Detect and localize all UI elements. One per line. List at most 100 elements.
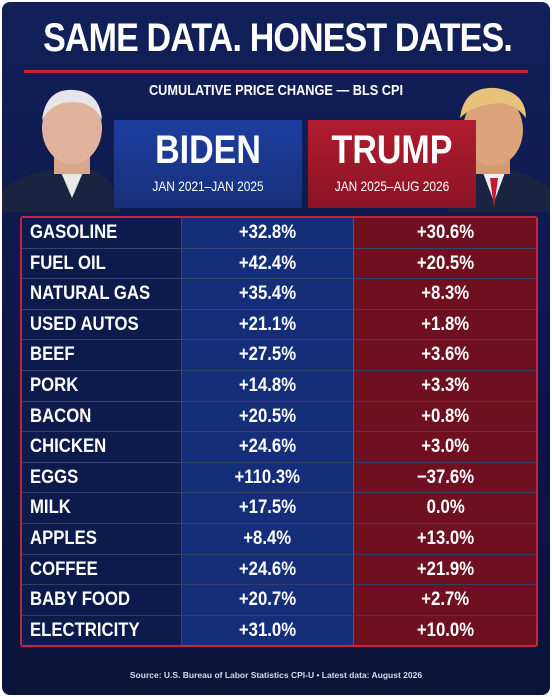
biden-value: +35.4% xyxy=(238,283,297,305)
table-cell: +32.8% xyxy=(181,218,355,248)
table-cell: −37.6% xyxy=(354,462,536,493)
data-table: GASOLINE +32.8% +30.6% FUEL OIL +42.4% +20.5%… xyxy=(20,216,538,648)
table-cell: FUEL OIL xyxy=(22,248,182,279)
table-cell: +24.6% xyxy=(181,432,355,462)
item-label: BACON xyxy=(30,405,92,427)
table-cell: USED AUTOS xyxy=(22,309,182,340)
table-row: MILK +17.5% 0.0% xyxy=(22,493,536,524)
table-cell: +20.5% xyxy=(354,248,536,279)
table-cell: +14.8% xyxy=(181,370,355,401)
item-label: COFFEE xyxy=(30,558,98,580)
item-label: BEEF xyxy=(30,344,75,366)
table-cell: +42.4% xyxy=(181,248,355,279)
table-cell: BEEF xyxy=(22,340,182,370)
trump-value: +10.0% xyxy=(416,619,474,641)
left-portrait xyxy=(2,89,120,212)
table-cell: +30.6% xyxy=(354,218,536,248)
trump-value: +3.3% xyxy=(421,374,470,396)
table-cell: +8.4% xyxy=(181,523,355,554)
table-cell: 0.0% xyxy=(354,493,536,523)
item-label: GASOLINE xyxy=(30,222,118,243)
biden-value: +110.3% xyxy=(234,466,301,488)
table-cell: BACON xyxy=(22,401,182,432)
table-cell: EGGS xyxy=(22,462,182,493)
table-cell: +3.3% xyxy=(354,370,536,401)
biden-value: +17.5% xyxy=(238,497,297,519)
trump-value: +1.8% xyxy=(421,313,470,335)
biden-value: +20.7% xyxy=(238,589,297,611)
table-row: CHICKEN +24.6% +3.0% xyxy=(22,432,536,463)
biden-value: +20.5% xyxy=(238,405,297,427)
table-cell: +0.8% xyxy=(354,401,536,432)
table-cell: +20.5% xyxy=(181,401,355,432)
table-cell: +110.3% xyxy=(181,462,355,493)
table-cell: +1.8% xyxy=(354,309,536,340)
item-label: PORK xyxy=(30,374,79,396)
table-cell: +24.6% xyxy=(181,554,355,585)
item-label: FUEL OIL xyxy=(30,252,106,274)
biden-value: +24.6% xyxy=(238,436,297,458)
table-row: GASOLINE +32.8% +30.6% xyxy=(22,218,536,249)
table-row: ELECTRICITY +31.0% +10.0% xyxy=(22,615,536,646)
table-cell: BABY FOOD xyxy=(22,585,182,615)
biden-value: +21.1% xyxy=(238,313,297,335)
table-cell: +17.5% xyxy=(181,493,355,523)
trump-value: +21.9% xyxy=(416,558,474,580)
table-row: BEEF +27.5% +3.6% xyxy=(22,340,536,371)
trump-value: 0.0% xyxy=(426,497,465,519)
table-cell: +35.4% xyxy=(181,279,355,309)
item-label: APPLES xyxy=(30,527,97,549)
item-label: BABY FOOD xyxy=(30,589,131,611)
biden-panel: BIDEN JAN 2021–JAN 2025 xyxy=(114,120,302,208)
column-dates: JAN 2021–JAN 2025 xyxy=(152,178,264,194)
item-label: ELECTRICITY xyxy=(30,619,140,641)
table-row: NATURAL GAS +35.4% +8.3% xyxy=(22,279,536,310)
biden-value: +32.8% xyxy=(238,222,297,243)
trump-value: +2.7% xyxy=(421,589,470,611)
column-name: TRUMP xyxy=(331,128,453,172)
item-label: CHICKEN xyxy=(30,436,107,458)
table-cell: +8.3% xyxy=(354,279,536,309)
column-dates: JAN 2025–AUG 2026 xyxy=(334,178,450,194)
table-row: APPLES +8.4% +13.0% xyxy=(22,523,536,555)
table-cell: +27.5% xyxy=(181,340,355,370)
title: SAME DATA. HONEST DATES. xyxy=(43,16,513,60)
table-cell: APPLES xyxy=(22,523,182,554)
biden-value: +14.8% xyxy=(238,374,297,396)
table-cell: +3.6% xyxy=(354,340,536,370)
source-note: Source: U.S. Bureau of Labor Statistics … xyxy=(129,670,423,680)
trump-value: +8.3% xyxy=(421,283,470,305)
table-row: PORK +14.8% +3.3% xyxy=(22,370,536,402)
table-cell: ELECTRICITY xyxy=(22,615,182,646)
column-name: BIDEN xyxy=(155,128,261,172)
trump-value: +3.0% xyxy=(421,436,470,458)
table-row: COFFEE +24.6% +21.9% xyxy=(22,554,536,586)
biden-value: +27.5% xyxy=(238,344,297,366)
subtitle: CUMULATIVE PRICE CHANGE — BLS CPI xyxy=(148,82,404,99)
table-cell: CHICKEN xyxy=(22,432,182,462)
trump-value: +30.6% xyxy=(416,222,474,243)
title-rule xyxy=(24,70,528,73)
table-row: BABY FOOD +20.7% +2.7% xyxy=(22,585,536,616)
table-cell: COFFEE xyxy=(22,554,182,585)
table-row: EGGS +110.3% −37.6% xyxy=(22,462,536,494)
trump-value: +0.8% xyxy=(421,405,470,427)
table-cell: +31.0% xyxy=(181,615,355,646)
table-cell: +21.1% xyxy=(181,309,355,340)
biden-value: +31.0% xyxy=(238,619,297,641)
table-cell: +21.9% xyxy=(354,554,536,585)
item-label: NATURAL GAS xyxy=(30,283,151,305)
biden-value: +8.4% xyxy=(243,527,292,549)
trump-value: +3.6% xyxy=(421,344,470,366)
table-cell: GASOLINE xyxy=(22,218,182,248)
item-label: MILK xyxy=(30,497,71,519)
trump-value: +13.0% xyxy=(416,527,474,549)
table-cell: PORK xyxy=(22,370,182,401)
table-cell: +10.0% xyxy=(354,615,536,646)
trump-panel: TRUMP JAN 2025–AUG 2026 xyxy=(308,120,476,208)
table-cell: +2.7% xyxy=(354,585,536,615)
biden-value: +24.6% xyxy=(238,558,297,580)
table-cell: NATURAL GAS xyxy=(22,279,182,309)
trump-value: −37.6% xyxy=(416,466,474,488)
table-cell: +3.0% xyxy=(354,432,536,462)
